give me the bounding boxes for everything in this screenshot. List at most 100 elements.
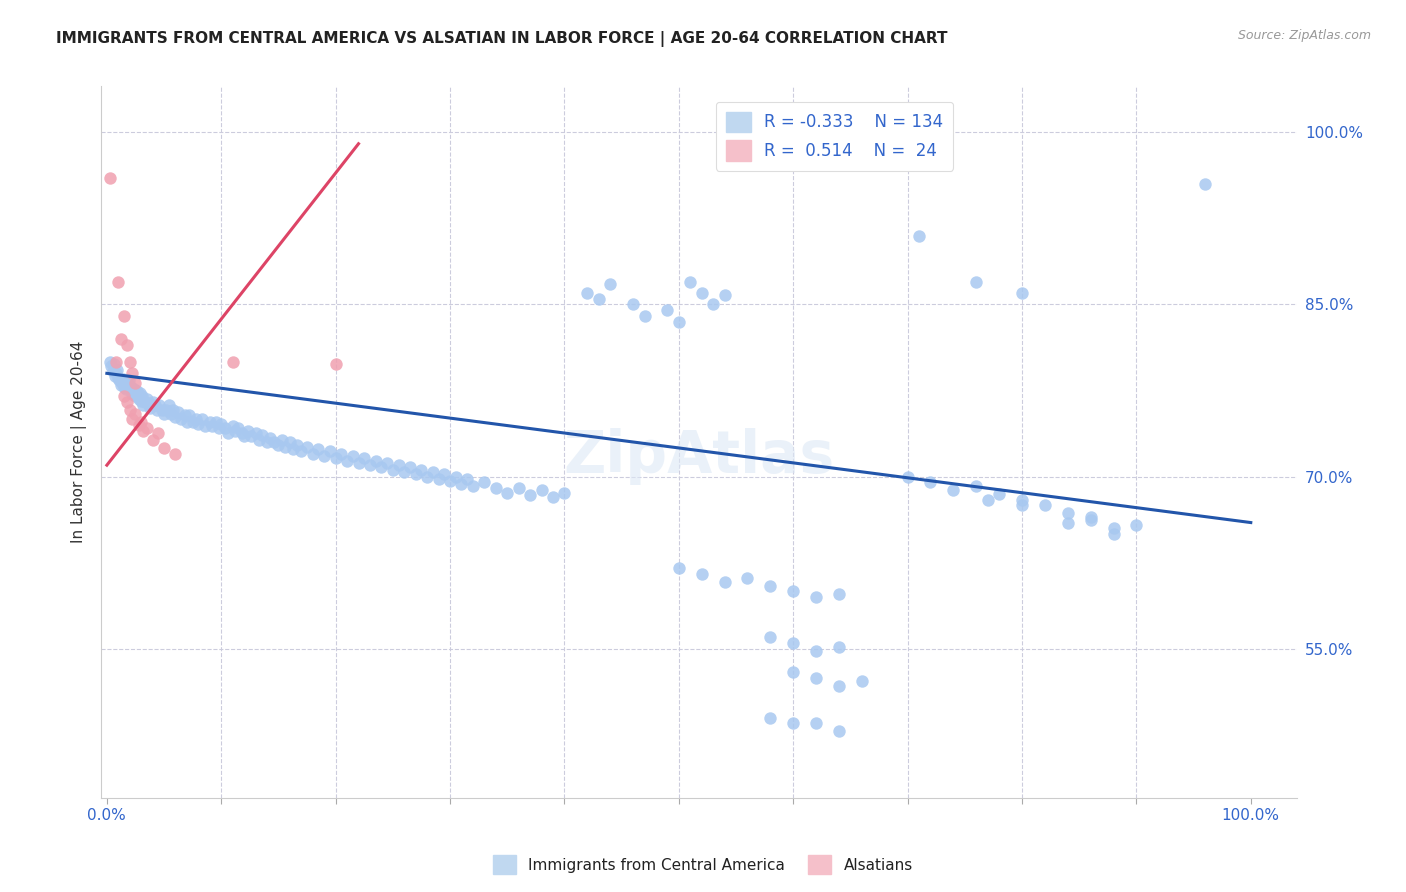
- Point: [759, 711, 782, 725]
- Point: [124, 389, 146, 403]
- Point: [381, 463, 404, 477]
- Point: [588, 292, 610, 306]
- Point: [252, 428, 274, 442]
- Point: [117, 376, 139, 390]
- Point: [737, 571, 759, 585]
- Point: [416, 469, 439, 483]
- Point: [942, 483, 965, 498]
- Point: [105, 355, 128, 369]
- Point: [325, 451, 347, 466]
- Point: [319, 444, 342, 458]
- Point: [122, 384, 145, 399]
- Point: [988, 487, 1011, 501]
- Point: [325, 357, 347, 371]
- Point: [233, 429, 256, 443]
- Point: [103, 357, 125, 371]
- Point: [214, 421, 236, 435]
- Point: [804, 644, 827, 658]
- Point: [668, 315, 690, 329]
- Point: [353, 451, 375, 466]
- Point: [621, 297, 644, 311]
- Point: [98, 171, 121, 186]
- Point: [160, 407, 183, 421]
- Point: [148, 399, 170, 413]
- Point: [191, 412, 214, 426]
- Point: [110, 332, 132, 346]
- Point: [127, 387, 149, 401]
- Point: [187, 417, 209, 431]
- Text: Source: ZipAtlas.com: Source: ZipAtlas.com: [1237, 29, 1371, 42]
- Point: [184, 412, 207, 426]
- Point: [485, 481, 508, 495]
- Point: [908, 228, 931, 243]
- Point: [105, 363, 128, 377]
- Point: [118, 403, 141, 417]
- Y-axis label: In Labor Force | Age 20-64: In Labor Force | Age 20-64: [72, 341, 87, 543]
- Point: [98, 355, 121, 369]
- Point: [247, 433, 270, 447]
- Point: [114, 377, 136, 392]
- Point: [165, 447, 187, 461]
- Point: [135, 392, 157, 406]
- Point: [828, 640, 851, 654]
- Point: [217, 425, 239, 440]
- Point: [120, 380, 142, 394]
- Point: [456, 472, 478, 486]
- Point: [201, 419, 224, 434]
- Point: [759, 631, 782, 645]
- Point: [387, 458, 409, 472]
- Point: [165, 409, 187, 424]
- Point: [267, 437, 290, 451]
- Point: [496, 485, 519, 500]
- Point: [295, 440, 318, 454]
- Point: [263, 435, 285, 450]
- Point: [110, 377, 132, 392]
- Point: [118, 355, 141, 369]
- Point: [142, 433, 165, 447]
- Point: [153, 407, 176, 421]
- Point: [668, 561, 690, 575]
- Point: [965, 275, 987, 289]
- Point: [541, 491, 564, 505]
- Text: ZipAtlas: ZipAtlas: [564, 428, 835, 485]
- Point: [965, 479, 987, 493]
- Point: [136, 396, 159, 410]
- Point: [394, 465, 416, 479]
- Point: [118, 383, 141, 397]
- Point: [134, 395, 156, 409]
- Point: [117, 337, 139, 351]
- Point: [375, 456, 398, 470]
- Point: [851, 125, 873, 139]
- Point: [128, 417, 150, 432]
- Point: [236, 424, 259, 438]
- Point: [1011, 499, 1033, 513]
- Point: [804, 590, 827, 604]
- Point: [105, 367, 128, 381]
- Point: [576, 285, 599, 300]
- Point: [142, 395, 165, 409]
- Point: [508, 481, 530, 495]
- Point: [270, 433, 292, 447]
- Point: [155, 403, 177, 417]
- Point: [153, 441, 176, 455]
- Point: [125, 384, 148, 398]
- Point: [347, 456, 370, 470]
- Point: [285, 437, 308, 451]
- Point: [702, 297, 724, 311]
- Point: [198, 415, 221, 429]
- Point: [314, 449, 336, 463]
- Point: [115, 383, 138, 397]
- Point: [342, 449, 364, 463]
- Point: [148, 425, 170, 440]
- Point: [104, 368, 127, 383]
- Point: [920, 475, 942, 490]
- Point: [107, 371, 129, 385]
- Point: [828, 587, 851, 601]
- Point: [599, 277, 621, 291]
- Point: [759, 579, 782, 593]
- Point: [162, 403, 184, 417]
- Point: [422, 465, 444, 479]
- Point: [124, 407, 146, 421]
- Point: [828, 679, 851, 693]
- Point: [370, 460, 392, 475]
